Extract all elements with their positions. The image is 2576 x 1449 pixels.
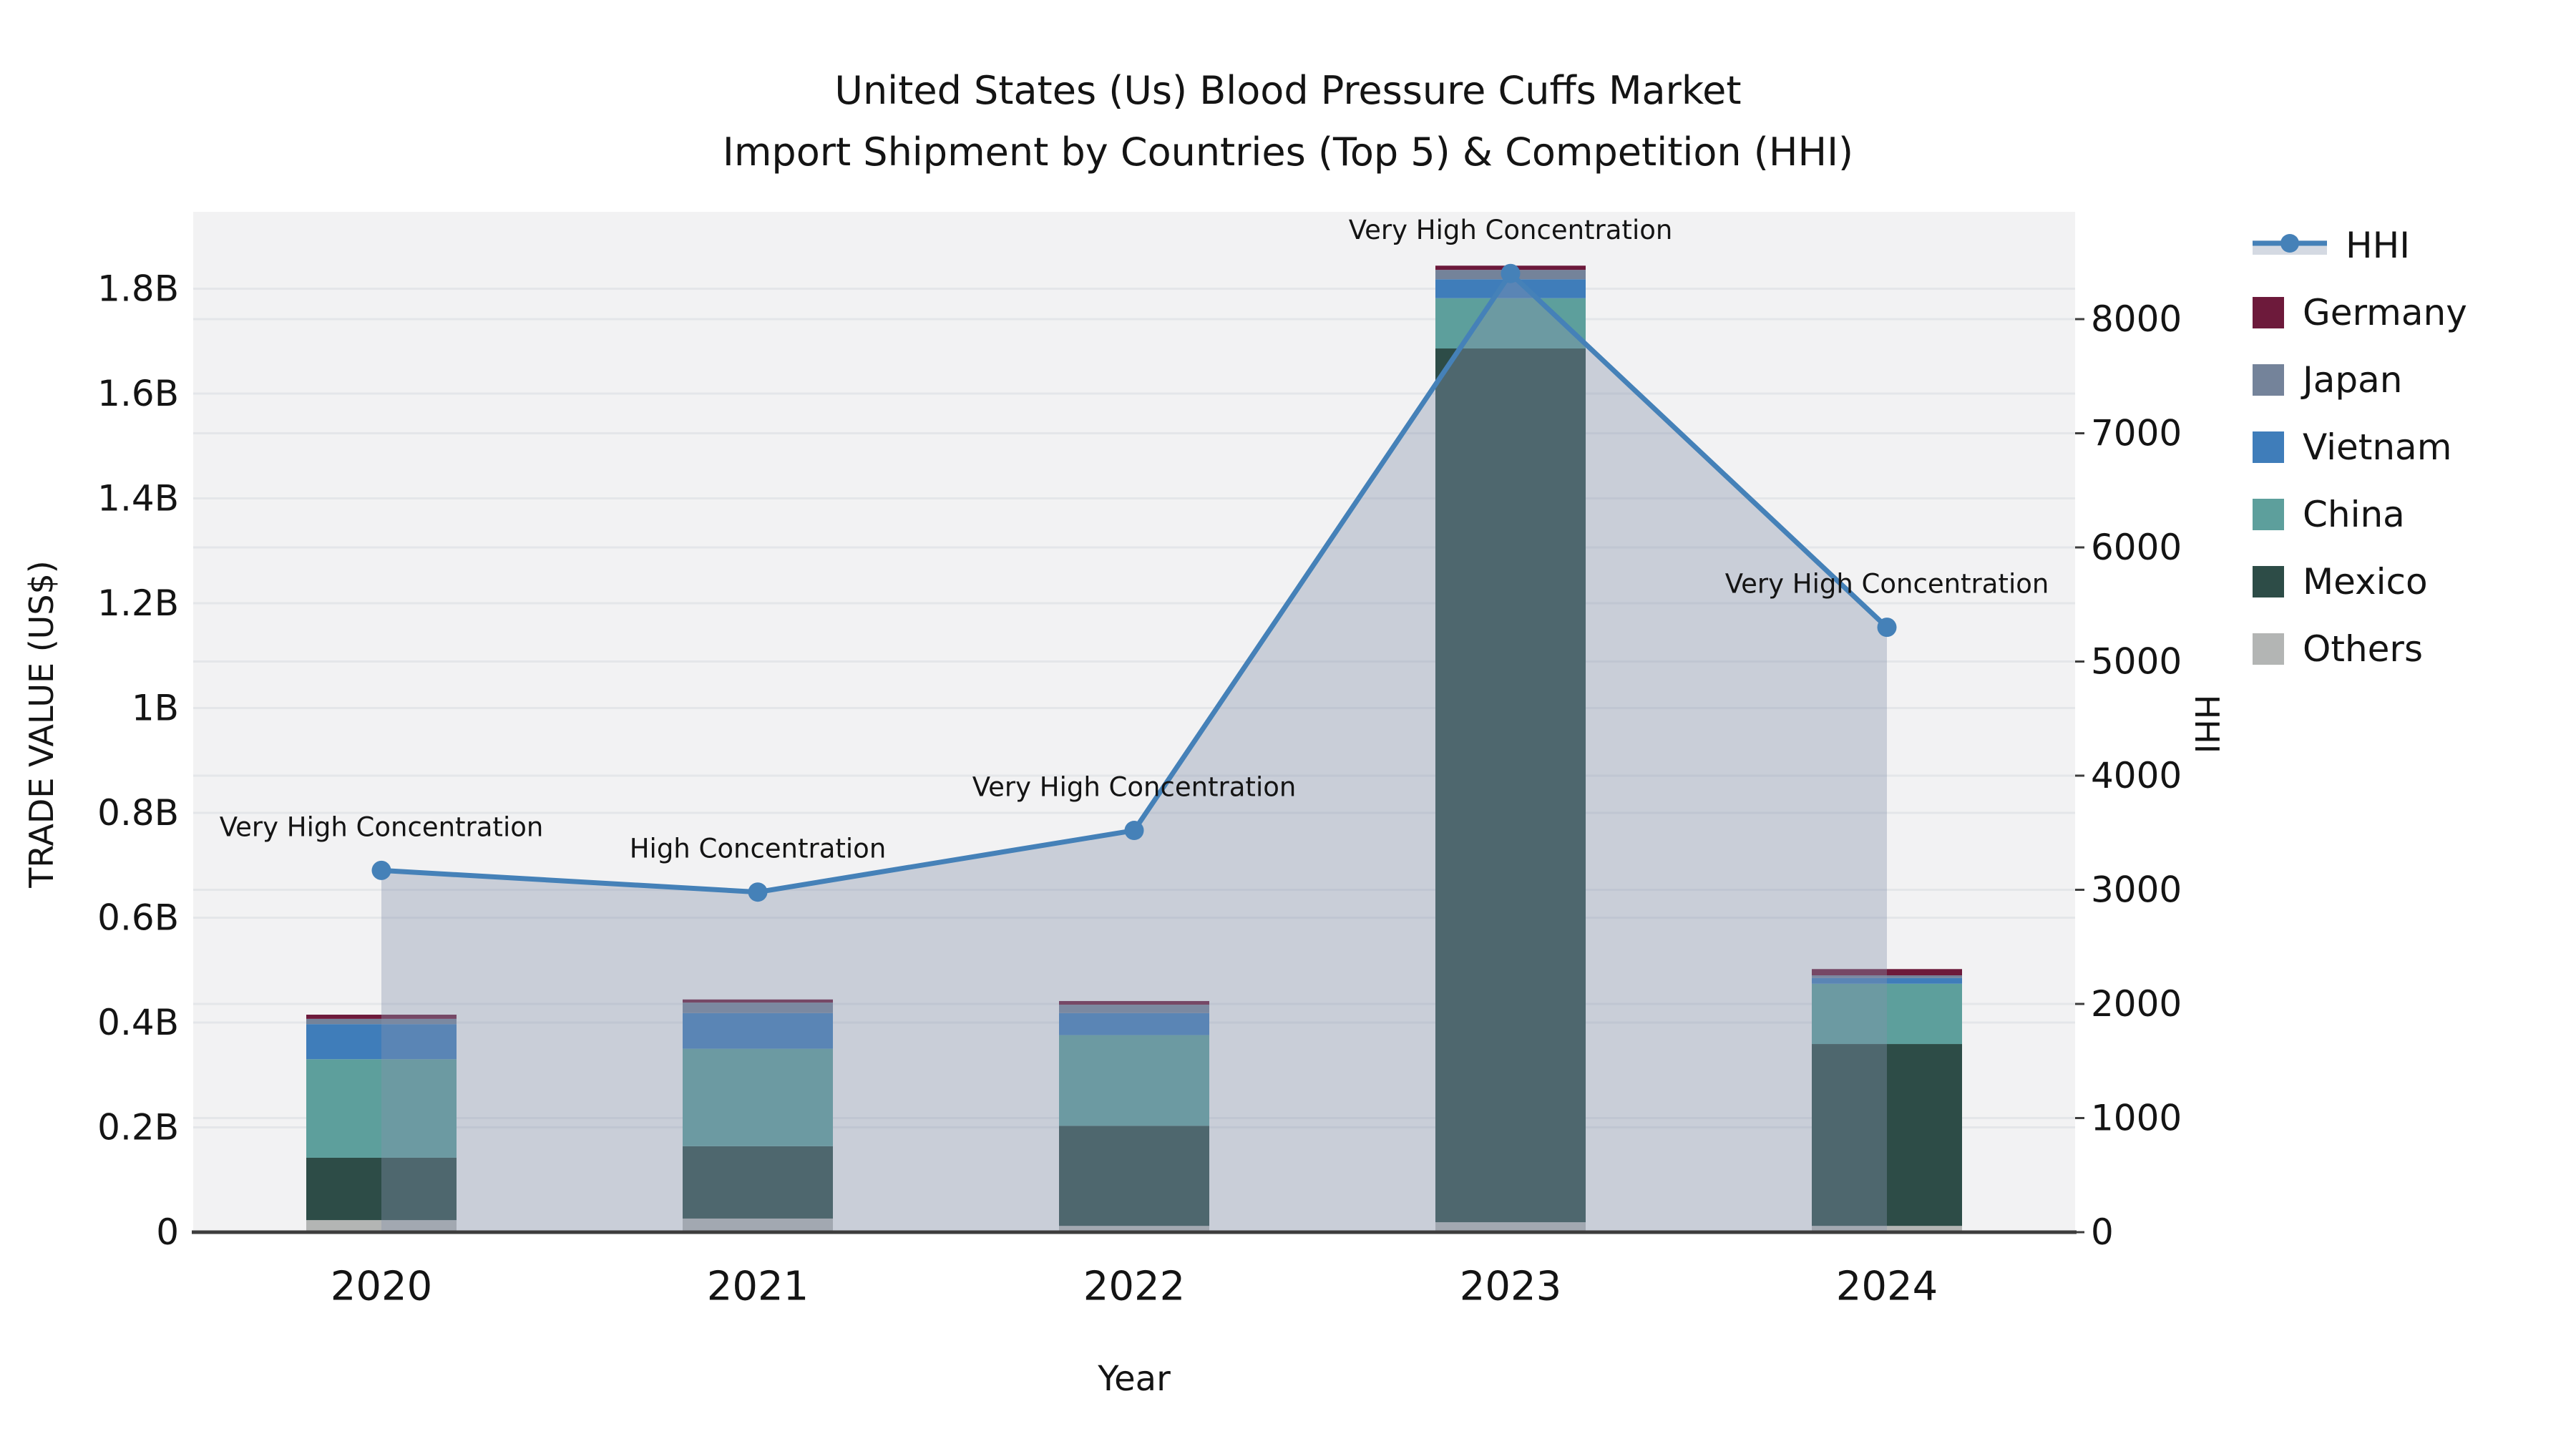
y-right-tick-3000: 3000 xyxy=(2091,869,2182,911)
y-right-tick-4000: 4000 xyxy=(2091,755,2182,796)
chart-title: United States (Us) Blood Pressure Cuffs … xyxy=(0,60,2576,183)
y-left-tick-1.8B: 1.8B xyxy=(97,268,179,310)
legend: HHI Germany Japan Vietnam China Mexico Others xyxy=(2253,225,2467,670)
x-tick-2023: 2023 xyxy=(1460,1264,1562,1310)
legend-swatch-vietnam-icon xyxy=(2253,431,2284,463)
legend-swatch-japan-icon xyxy=(2253,364,2284,396)
annotation-2020: Very High Concentration xyxy=(220,811,544,842)
legend-label-mexico: Mexico xyxy=(2303,561,2428,602)
hhi-area xyxy=(381,273,1887,1233)
y-right-tick-7000: 7000 xyxy=(2091,413,2182,454)
legend-swatch-germany-icon xyxy=(2253,297,2284,328)
y-left-tick-1B: 1B xyxy=(132,688,179,729)
legend-label-china: China xyxy=(2303,494,2405,535)
legend-label-germany: Germany xyxy=(2303,292,2467,333)
bar-2022-japan xyxy=(1059,1005,1209,1013)
bar-2021-mexico xyxy=(683,1146,833,1219)
bar-2021-vietnam xyxy=(683,1013,833,1049)
y-right-tick-1000: 1000 xyxy=(2091,1098,2182,1139)
legend-item-others: Others xyxy=(2253,628,2467,670)
bar-2024-mexico xyxy=(1812,1044,1962,1226)
hhi-point-2022 xyxy=(1124,821,1144,841)
y-left-tick-0.4B: 0.4B xyxy=(97,1002,179,1043)
legend-item-vietnam: Vietnam xyxy=(2253,426,2467,468)
y-right-tick-2000: 2000 xyxy=(2091,983,2182,1025)
bar-2022-vietnam xyxy=(1059,1013,1209,1035)
x-tick-2021: 2021 xyxy=(707,1264,809,1310)
legend-item-china: China xyxy=(2253,494,2467,535)
annotation-2024: Very High Concentration xyxy=(1725,569,2049,600)
chart-title-line1: United States (Us) Blood Pressure Cuffs … xyxy=(834,68,1742,113)
x-tick-2022: 2022 xyxy=(1083,1264,1186,1310)
y-right-tick-6000: 6000 xyxy=(2091,527,2182,568)
bar-2021-others xyxy=(683,1218,833,1232)
annotation-2022: Very High Concentration xyxy=(972,772,1297,803)
y-left-tick-1.4B: 1.4B xyxy=(97,478,179,519)
bar-2020-china xyxy=(306,1059,457,1158)
x-axis-label: Year xyxy=(1098,1359,1171,1399)
bar-2023-mexico xyxy=(1435,348,1586,1223)
bar-2021-china xyxy=(683,1048,833,1146)
legend-label-japan: Japan xyxy=(2303,359,2403,401)
bar-2023-others xyxy=(1435,1222,1586,1232)
y-left-tick-1.2B: 1.2B xyxy=(97,582,179,624)
annotation-2021: High Concentration xyxy=(630,834,887,864)
y-right-tick-0: 0 xyxy=(2091,1211,2114,1253)
chart-title-line2: Import Shipment by Countries (Top 5) & C… xyxy=(722,130,1854,175)
bar-2024-germany xyxy=(1812,969,1962,976)
bar-2020-others xyxy=(306,1220,457,1232)
legend-item-germany: Germany xyxy=(2253,292,2467,333)
annotation-2023: Very High Concentration xyxy=(1349,215,1673,245)
y-left-tick-0: 0 xyxy=(156,1211,179,1253)
hhi-point-2023 xyxy=(1501,263,1521,283)
bar-2022-germany xyxy=(1059,1000,1209,1005)
bar-2024-china xyxy=(1812,983,1962,1045)
bar-2020-japan xyxy=(306,1018,457,1025)
bar-2022-mexico xyxy=(1059,1126,1209,1226)
legend-hhi-line-icon xyxy=(2253,234,2327,255)
legend-item-japan: Japan xyxy=(2253,359,2467,401)
y-right-tick-8000: 8000 xyxy=(2091,298,2182,340)
legend-label-others: Others xyxy=(2303,628,2424,670)
bar-2022-others xyxy=(1059,1226,1209,1232)
legend-swatch-others-icon xyxy=(2253,633,2284,665)
y-axis-label-left: TRADE VALUE (US$) xyxy=(22,560,61,888)
legend-swatch-china-icon xyxy=(2253,499,2284,530)
hhi-point-2020 xyxy=(371,860,391,880)
bar-2024-vietnam xyxy=(1812,977,1962,984)
bar-2020-germany xyxy=(306,1015,457,1019)
legend-swatch-mexico-icon xyxy=(2253,566,2284,597)
hhi-point-2021 xyxy=(748,882,768,902)
y-right-tick-5000: 5000 xyxy=(2091,641,2182,683)
legend-label-vietnam: Vietnam xyxy=(2303,426,2452,468)
bar-2024-japan xyxy=(1812,975,1962,978)
bar-2024-others xyxy=(1812,1226,1962,1232)
bar-2021-japan xyxy=(683,1002,833,1013)
bar-2021-germany xyxy=(683,999,833,1003)
legend-item-mexico: Mexico xyxy=(2253,561,2467,602)
y-left-tick-0.8B: 0.8B xyxy=(97,792,179,834)
bar-2022-china xyxy=(1059,1035,1209,1126)
y-left-tick-0.2B: 0.2B xyxy=(97,1107,179,1148)
y-left-tick-1.6B: 1.6B xyxy=(97,373,179,414)
x-tick-2024: 2024 xyxy=(1836,1264,1938,1310)
y-left-tick-0.6B: 0.6B xyxy=(97,897,179,939)
hhi-point-2024 xyxy=(1877,618,1897,638)
bar-2020-mexico xyxy=(306,1157,457,1221)
bar-2020-vietnam xyxy=(306,1024,457,1060)
legend-label-hhi: HHI xyxy=(2346,225,2410,266)
x-tick-2020: 2020 xyxy=(331,1264,433,1310)
y-axis-label-right: HHI xyxy=(2187,694,2226,754)
legend-item-hhi: HHI xyxy=(2253,225,2467,266)
